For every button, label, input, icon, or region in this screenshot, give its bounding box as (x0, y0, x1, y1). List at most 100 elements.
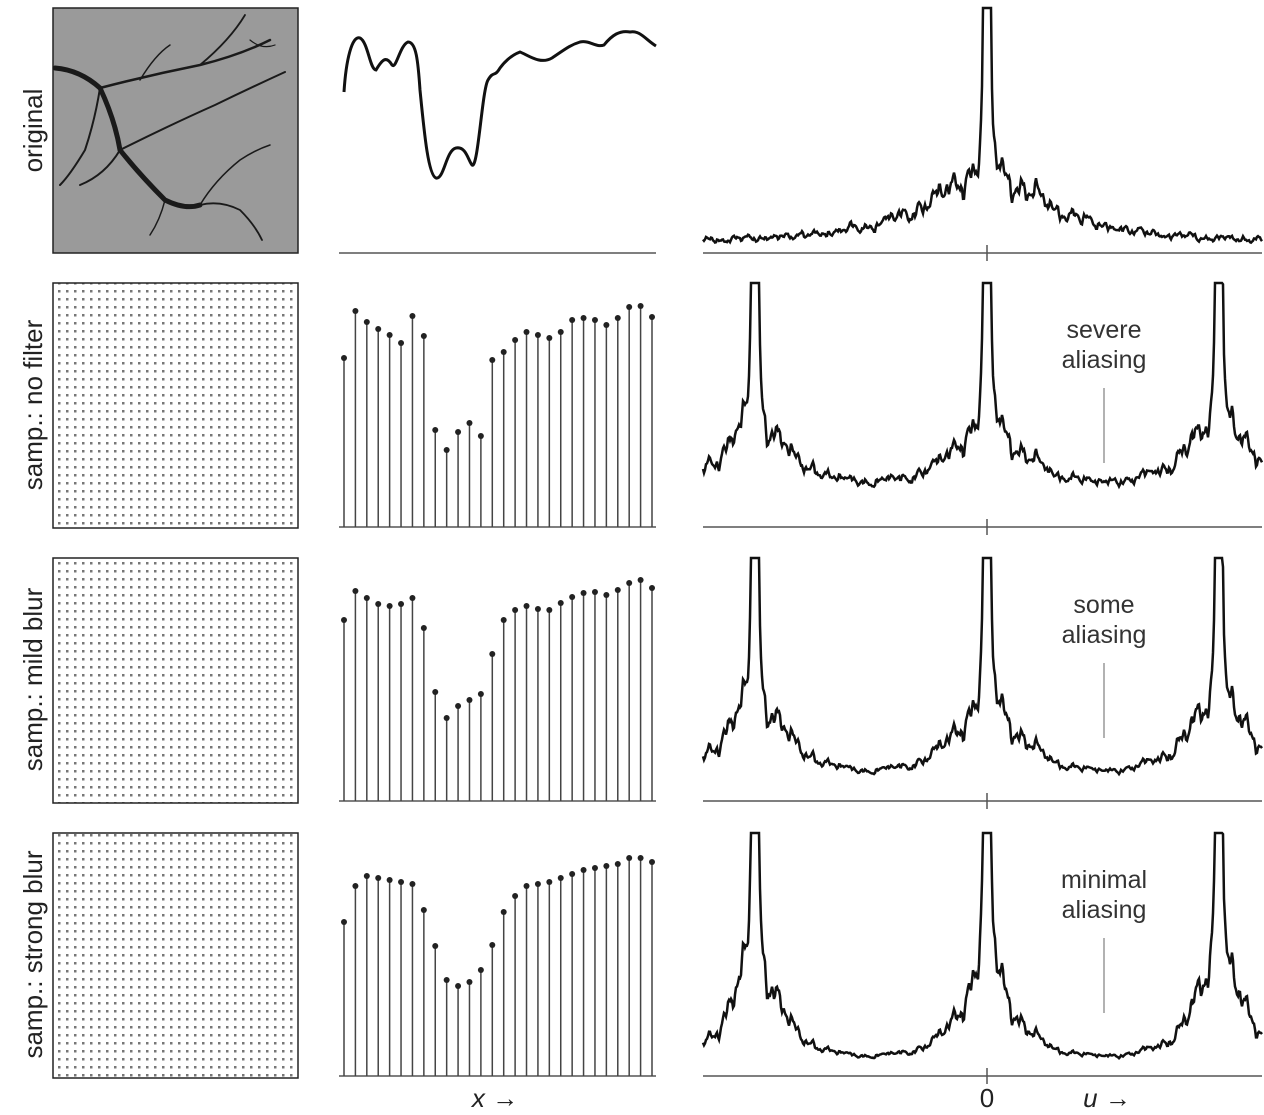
sample-dot (535, 881, 541, 887)
sample-dot (466, 697, 472, 703)
sample-dot (341, 617, 347, 623)
sample-dot (444, 977, 450, 983)
sample-dot (398, 879, 404, 885)
sample (455, 703, 461, 801)
sample-dot (558, 600, 564, 606)
sample (375, 875, 381, 1076)
sample (535, 881, 541, 1076)
sample (501, 909, 507, 1076)
sample-dot (512, 607, 518, 613)
sample (638, 577, 644, 801)
sample-dot (592, 865, 598, 871)
sample (512, 893, 518, 1076)
sample (546, 879, 552, 1076)
sample-dot (375, 601, 381, 607)
sample-dot (421, 333, 427, 339)
sample-dot (638, 577, 644, 583)
sample (444, 977, 450, 1076)
sample (409, 881, 415, 1076)
sample-dot (432, 689, 438, 695)
spectrum (703, 558, 1262, 774)
sample-dot (603, 322, 609, 328)
sample-dot (478, 967, 484, 973)
annotation: aliasing (1062, 621, 1147, 649)
sample (364, 319, 370, 527)
sample (341, 617, 347, 801)
sample (375, 601, 381, 801)
sample (387, 603, 393, 801)
sample-dot (352, 308, 358, 314)
sample (409, 313, 415, 527)
sample (638, 303, 644, 527)
sample-dot (444, 715, 450, 721)
sample-dot (626, 580, 632, 586)
sample (615, 315, 621, 527)
sample (626, 304, 632, 527)
sample (569, 317, 575, 527)
sample (398, 879, 404, 1076)
sample-dot (375, 326, 381, 332)
sample (558, 875, 564, 1076)
sample (466, 697, 472, 801)
sample-dot (352, 883, 358, 889)
sample (478, 433, 484, 527)
sample (341, 355, 347, 527)
sample-dot (626, 855, 632, 861)
sample-dot (444, 447, 450, 453)
sample-dot (524, 329, 530, 335)
sample (603, 863, 609, 1076)
sample (444, 715, 450, 801)
sample-dot (466, 979, 472, 985)
sample-dot (501, 909, 507, 915)
sample-dot (592, 589, 598, 595)
sample-dot (398, 340, 404, 346)
sample-dot (409, 881, 415, 887)
sample (524, 883, 530, 1076)
sample (375, 326, 381, 527)
sample-dot (409, 595, 415, 601)
sample (352, 883, 358, 1076)
sample (546, 607, 552, 801)
sample-dot (432, 943, 438, 949)
sample-dot (649, 314, 655, 320)
spectrum (703, 283, 1262, 487)
sample (444, 447, 450, 527)
sample-dot (387, 332, 393, 338)
sample (489, 651, 495, 801)
sample-dot (546, 879, 552, 885)
sample-dot (387, 603, 393, 609)
sample (649, 859, 655, 1076)
annotation: some (1073, 591, 1134, 619)
sample (569, 871, 575, 1076)
page: {"rows": [ {"label": "original"}, {"labe… (0, 0, 1264, 1115)
sample (603, 322, 609, 527)
sample-dot (592, 317, 598, 323)
sample-dot (387, 877, 393, 883)
sample (455, 983, 461, 1076)
row-label: samp.: mild blur (18, 587, 48, 771)
sample-dot (352, 588, 358, 594)
sample-dot (581, 867, 587, 873)
sample (432, 427, 438, 527)
sample-dot (581, 315, 587, 321)
sample-dot (524, 883, 530, 889)
sample (489, 357, 495, 527)
sample (581, 315, 587, 527)
sample-dot (455, 703, 461, 709)
sample (421, 907, 427, 1076)
sample (421, 625, 427, 801)
sample-dot (558, 875, 564, 881)
sample (409, 595, 415, 801)
sample-dot (455, 983, 461, 989)
sample-dot (626, 304, 632, 310)
sample (352, 308, 358, 527)
sample-dot (512, 337, 518, 343)
sample (558, 600, 564, 801)
sample-dot (649, 859, 655, 865)
sample-dot (581, 590, 587, 596)
u-axis-label: u → (1083, 1083, 1131, 1113)
sample-dot (569, 871, 575, 877)
sample (615, 861, 621, 1076)
sample-dot (364, 873, 370, 879)
annotation: severe (1066, 316, 1141, 344)
